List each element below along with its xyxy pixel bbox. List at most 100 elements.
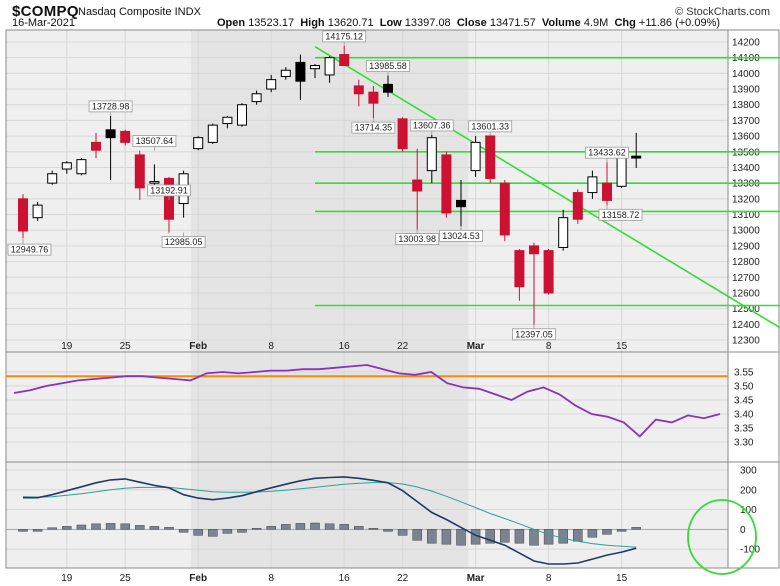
- x-tick-label-mid: Mar: [467, 341, 485, 352]
- stockcharts-watermark: © StockCharts.com: [675, 6, 770, 18]
- histogram-bar: [18, 529, 28, 532]
- month-band-feb-1: [190, 352, 469, 462]
- ratio-tick-label: 3.50: [734, 382, 754, 393]
- candle: [18, 198, 28, 232]
- histogram-bar: [149, 526, 160, 530]
- candle: [426, 137, 437, 172]
- candle: [631, 155, 642, 159]
- histogram-bar: [164, 527, 174, 530]
- candle: [266, 79, 277, 90]
- index-name: Nasdaq Composite INDX: [78, 6, 201, 18]
- x-tick-label-bottom: 15: [616, 573, 628, 584]
- histogram-bar: [208, 529, 218, 537]
- annotation-box: [598, 208, 643, 221]
- candle: [310, 65, 320, 70]
- price-tick-label: 13700: [732, 116, 760, 127]
- candle: [105, 129, 116, 139]
- price-tick-label: 13100: [732, 210, 760, 221]
- annotation-label: 14175.12: [325, 31, 363, 41]
- histogram-bar: [237, 529, 247, 533]
- price-tick-label: 12600: [732, 288, 760, 299]
- candle: [353, 85, 364, 95]
- histogram-bar: [222, 529, 233, 534]
- x-tick-label-bottom: Mar: [467, 573, 485, 584]
- candle: [120, 130, 131, 143]
- price-tick-label: 12400: [732, 320, 760, 331]
- change-value: +11.86 (+0.09%): [638, 17, 721, 29]
- histogram-bar: [193, 529, 203, 536]
- macd-tick-label: -100: [740, 545, 760, 556]
- candle: [149, 181, 160, 184]
- histogram-bar: [120, 523, 130, 530]
- histogram-bar: [251, 528, 262, 530]
- price-tick-label: 12700: [732, 273, 760, 284]
- ratio-tick-label: 3.55: [734, 368, 754, 379]
- candle: [76, 159, 87, 175]
- panel-border-2: [5, 461, 780, 569]
- price-tick-label: 14100: [732, 53, 760, 64]
- candle: [397, 118, 408, 150]
- price-tick-label: 13900: [732, 85, 760, 96]
- symbol-title: $COMPQ: [12, 3, 79, 20]
- candle: [32, 204, 43, 219]
- ratio-tick-label: 3.45: [734, 396, 754, 407]
- histogram-bar: [514, 529, 525, 544]
- candle: [339, 54, 350, 67]
- candle: [602, 182, 612, 201]
- price-tick-label: 12900: [732, 241, 760, 252]
- x-tick-label-mid: 8: [546, 341, 552, 352]
- candle: [237, 104, 247, 126]
- close-label: Close: [456, 17, 487, 29]
- price-tick-label: 13800: [732, 100, 760, 111]
- volume-label: Volume: [541, 17, 581, 29]
- x-tick-label-mid: 8: [268, 341, 274, 352]
- histogram-bar: [32, 529, 43, 532]
- x-tick-label-bottom: 16: [339, 573, 351, 584]
- histogram-bar: [456, 529, 466, 546]
- high-value: 13620.71: [327, 17, 374, 29]
- ohlc-readout: Open 13523.17 High 13620.71 Low 13397.08…: [217, 17, 720, 29]
- histogram-bar: [500, 529, 510, 543]
- candle: [91, 141, 101, 151]
- candle: [470, 141, 481, 172]
- price-tick-label: 12500: [732, 304, 760, 315]
- histogram-bar: [354, 526, 364, 530]
- candle: [558, 217, 569, 248]
- histogram-bar: [616, 529, 627, 532]
- histogram-bar: [529, 529, 539, 546]
- horizontal-lines: [315, 56, 780, 307]
- x-tick-label-bottom: 22: [397, 573, 409, 584]
- histogram-bar: [310, 522, 320, 530]
- histogram-bar: [397, 529, 408, 536]
- annotation-box: [322, 30, 367, 43]
- histogram-bar: [62, 526, 72, 530]
- x-tick-label-bottom: 25: [120, 573, 132, 584]
- candle: [280, 69, 291, 78]
- candle: [485, 135, 496, 179]
- macd-histogram: [18, 522, 641, 546]
- annotation-label: 13985.58: [369, 61, 407, 71]
- price-tick-label: 13000: [732, 226, 760, 237]
- macd-tick-label: 0: [740, 525, 746, 536]
- candle: [222, 116, 233, 125]
- histogram-bar: [178, 529, 189, 533]
- histogram-bar: [324, 523, 335, 530]
- price-tick-label: 13300: [732, 179, 760, 190]
- price-tick-label: 14200: [732, 38, 760, 49]
- price-annotations: [7, 30, 643, 341]
- annotation-box: [409, 119, 454, 132]
- volume-value: 4.9M: [583, 17, 609, 29]
- annotation-label: 13507.64: [136, 136, 174, 146]
- candle: [456, 199, 466, 208]
- high-label: High: [300, 17, 325, 29]
- candle: [207, 124, 218, 143]
- histogram-bar: [558, 529, 568, 544]
- candle: [134, 154, 145, 189]
- chart-date: 16-Mar-2021: [12, 17, 75, 29]
- histogram-bar: [485, 529, 495, 544]
- candle: [616, 154, 627, 187]
- histogram-bar: [266, 526, 276, 530]
- chart-header: $COMPQ Nasdaq Composite INDX 16-Mar-2021…: [0, 0, 780, 30]
- candle: [61, 162, 72, 170]
- annotation-label: 13728.98: [92, 101, 130, 111]
